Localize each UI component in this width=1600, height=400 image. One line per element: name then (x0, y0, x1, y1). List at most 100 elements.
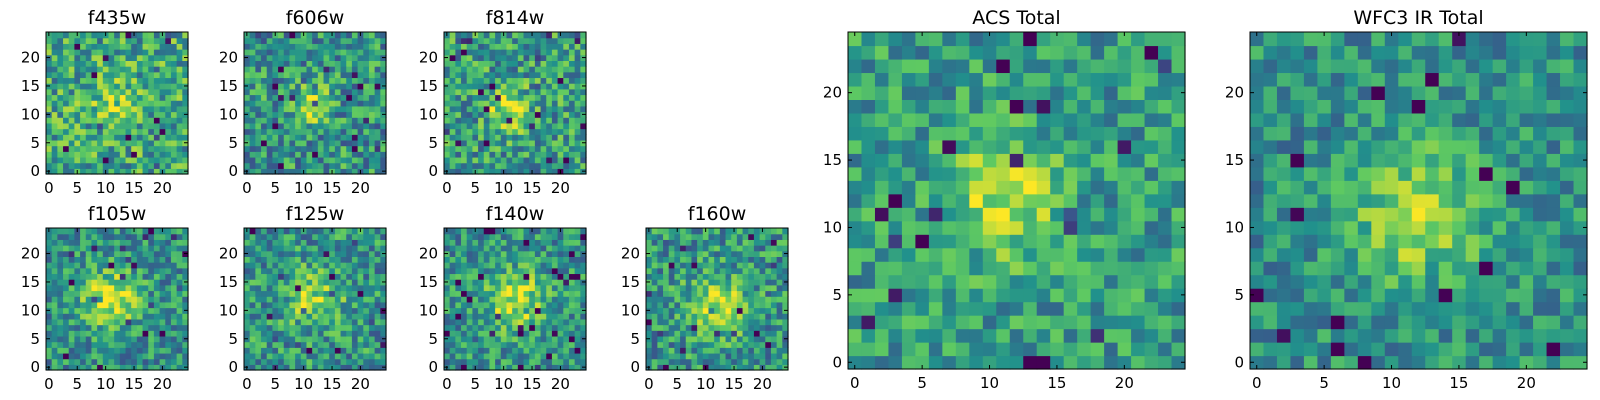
heatmap-cell (159, 162, 166, 169)
heatmap-cell (295, 117, 302, 124)
heatmap-cell (74, 111, 81, 118)
heatmap-cell (928, 315, 943, 330)
heatmap-cell (1077, 342, 1092, 357)
heatmap-cell (283, 301, 291, 309)
heatmap-cell (580, 162, 587, 169)
heatmap-cell (97, 66, 104, 73)
y-tick-label: 10 (419, 105, 438, 123)
heatmap-cell (1090, 234, 1105, 249)
heatmap-cell (102, 83, 110, 90)
heatmap-cell (534, 32, 542, 39)
heatmap-cell (272, 128, 279, 135)
heatmap-cell (489, 111, 496, 118)
heatmap-cell (1077, 315, 1092, 330)
heatmap-cell (996, 274, 1011, 289)
heatmap-cell (182, 301, 189, 309)
heatmap-cell (357, 239, 364, 246)
heatmap-cell (888, 247, 903, 262)
heatmap-cell (708, 290, 715, 297)
heatmap-cell (580, 347, 587, 354)
heatmap-cell (1144, 220, 1159, 235)
heatmap-cell (495, 313, 502, 320)
heatmap-cell (380, 122, 387, 130)
heatmap-cell (776, 296, 783, 303)
heatmap-cell (731, 324, 738, 331)
heatmap-cell (680, 324, 687, 331)
heatmap-cell (540, 364, 547, 371)
heatmap-cell (580, 284, 587, 292)
heatmap-cell (848, 207, 863, 222)
heatmap-cell (874, 274, 890, 289)
heatmap-cell (363, 122, 370, 130)
heatmap-cell (517, 364, 525, 371)
heatmap-cell (874, 220, 890, 235)
heatmap-cell (374, 156, 381, 164)
heatmap-cell (534, 324, 542, 331)
heatmap-cell (489, 273, 496, 280)
heatmap-cell (568, 105, 576, 113)
heatmap-cell (719, 358, 727, 365)
heatmap-cell (266, 364, 273, 371)
heatmap-cell (170, 32, 178, 39)
heatmap-cell (148, 324, 155, 331)
heatmap-cell (444, 151, 451, 158)
heatmap-cell (500, 273, 508, 280)
heatmap-cell (266, 49, 273, 56)
heatmap-cell (340, 301, 347, 309)
heatmap-cell (131, 66, 138, 73)
heatmap-cell (176, 335, 183, 343)
heatmap-cell (357, 122, 364, 130)
heatmap-cell (534, 88, 542, 96)
heatmap-cell (782, 358, 789, 365)
heatmap-cell (97, 324, 104, 331)
heatmap-cell (657, 307, 664, 314)
heatmap-cell (283, 364, 291, 371)
heatmap-cell (714, 324, 721, 331)
heatmap-cell (91, 94, 98, 101)
heatmap-cell (580, 134, 587, 141)
heatmap-cell (680, 352, 687, 360)
heatmap-cell (85, 32, 93, 39)
heatmap-cell (91, 111, 98, 118)
heatmap-cell (374, 162, 381, 169)
heatmap-cell (444, 239, 451, 246)
heatmap-cell (351, 279, 359, 286)
heatmap-cell (295, 324, 302, 331)
heatmap-cell (85, 117, 93, 124)
heatmap-cell (517, 60, 525, 67)
heatmap-cell (46, 330, 53, 337)
heatmap-cell (1158, 301, 1173, 316)
heatmap-cell (748, 239, 755, 246)
heatmap-cell (574, 168, 581, 175)
heatmap-cell (142, 341, 149, 348)
heatmap-cell (848, 288, 863, 303)
heatmap-cell (153, 239, 161, 246)
heatmap-cell (517, 313, 525, 320)
heatmap-cell (91, 313, 98, 320)
heatmap-cell (357, 156, 364, 164)
heatmap-cell (142, 128, 149, 135)
heatmap-cell (506, 156, 513, 164)
heatmap-cell (278, 77, 285, 84)
heatmap-cell (915, 166, 930, 181)
heatmap-cell (748, 273, 755, 280)
heatmap-cell (483, 162, 491, 169)
heatmap-cell (57, 105, 64, 113)
heatmap-cell (663, 284, 670, 292)
heatmap-cell (131, 43, 138, 50)
heatmap-cell (523, 352, 530, 360)
heatmap-cell (51, 347, 58, 354)
heatmap-cell (108, 122, 115, 130)
heatmap-cell (368, 290, 376, 297)
heatmap-cell (266, 273, 273, 280)
heatmap-cell (289, 100, 296, 107)
heatmap-cell (674, 245, 681, 252)
heatmap-cell (1023, 274, 1038, 289)
heatmap-cell (329, 83, 336, 90)
heatmap-cell (557, 262, 564, 269)
heatmap-cell (500, 256, 508, 263)
heatmap-cell (357, 313, 364, 320)
heatmap-cell (529, 49, 536, 56)
x-tick-label: 0 (242, 375, 252, 393)
heatmap-cell (323, 233, 330, 240)
